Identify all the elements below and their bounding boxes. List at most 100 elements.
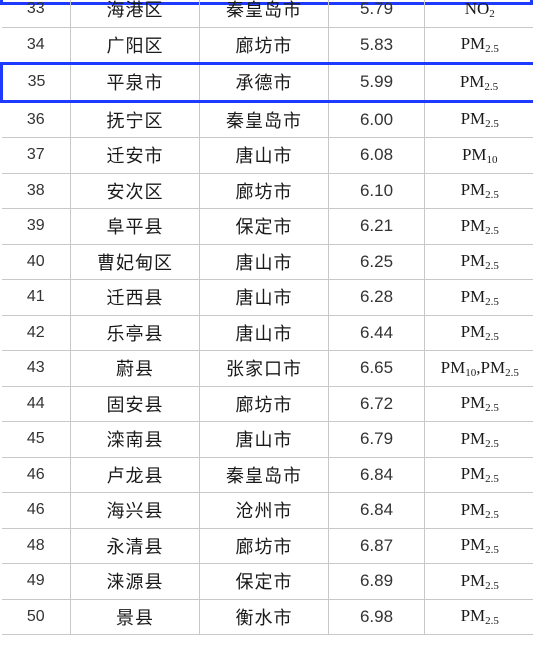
county-cell: 固安县 [70, 385, 200, 422]
city-cell: 唐山市 [199, 279, 329, 316]
index-value-cell: 6.10 [328, 172, 425, 209]
pollutant-subscript: 2.5 [485, 579, 499, 592]
rank-cell: 46 [1, 456, 71, 493]
index-value-cell: 6.00 [328, 100, 425, 138]
county-cell: 永清县 [70, 527, 200, 564]
primary-pollutant-cell: PM2.5 [424, 421, 533, 458]
county-cell: 曹妃甸区 [70, 243, 200, 280]
pollutant-name: PM [459, 71, 485, 91]
city-cell: 廊坊市 [199, 172, 329, 209]
primary-pollutant-cell: PM2.5 [424, 26, 533, 64]
index-value-cell: 6.21 [328, 208, 425, 245]
rank-cell: 34 [1, 26, 71, 64]
primary-pollutant-cell: PM2.5 [424, 314, 533, 351]
primary-pollutant-cell: PM2.5 [424, 279, 533, 316]
index-value-cell: 6.08 [328, 137, 425, 174]
table-row: 48 永清县 廊坊市 6.87 PM2.5 [1, 527, 533, 564]
rank-cell: 35 [0, 62, 71, 103]
county-cell: 迁安市 [70, 137, 200, 174]
county-cell: 安次区 [70, 172, 200, 209]
primary-pollutant-cell: PM2.5 [424, 492, 533, 529]
table-row: 35 平泉市 承德市 5.99 PM2.5 [0, 62, 533, 103]
primary-pollutant-cell: PM2.5 [424, 598, 533, 635]
county-cell: 涞源县 [70, 563, 200, 600]
primary-pollutant-cell: PM2.5 [424, 527, 533, 564]
table-row: 40 曹妃甸区 唐山市 6.25 PM2.5 [1, 243, 533, 280]
pollutant-name: PM [460, 606, 486, 626]
city-cell: 唐山市 [199, 314, 329, 351]
pollutant-name: PM [460, 322, 486, 342]
city-cell: 秦皇岛市 [199, 100, 329, 138]
index-value-cell: 6.87 [328, 527, 425, 564]
table-row: 33 海港区 秦皇岛市 5.79 NO2 [1, 0, 533, 28]
pollutant-subscript: 2.5 [485, 118, 499, 131]
rank-cell: 44 [1, 385, 71, 422]
index-value-cell: 5.99 [328, 62, 425, 103]
table-row: 37 迁安市 唐山市 6.08 PM10 [1, 137, 533, 174]
pollutant-subscript: 2.5 [505, 366, 519, 379]
pollutant-name: PM [460, 570, 486, 590]
rank-cell: 43 [1, 350, 71, 387]
county-cell: 广阳区 [70, 26, 200, 64]
county-cell: 乐亭县 [70, 314, 200, 351]
table-row: 34 广阳区 廊坊市 5.83 PM2.5 [1, 26, 533, 64]
primary-pollutant-cell: PM10,PM2.5 [424, 350, 533, 387]
index-value-cell: 6.84 [328, 492, 425, 529]
rank-cell: 38 [1, 172, 71, 209]
city-cell: 唐山市 [199, 137, 329, 174]
table-row: 38 安次区 廊坊市 6.10 PM2.5 [1, 172, 533, 209]
primary-pollutant-cell: PM2.5 [424, 385, 533, 422]
table-row: 41 迁西县 唐山市 6.28 PM2.5 [1, 279, 533, 316]
pollutant-subscript: 2 [489, 7, 495, 20]
pollutant-subscript: 2.5 [485, 473, 499, 486]
pollutant-subscript: 2.5 [485, 331, 499, 344]
pollutant-subscript: 2.5 [484, 80, 499, 93]
pollutant-subscript: 2.5 [485, 43, 499, 56]
table-row: 43 蔚县 张家口市 6.65 PM10,PM2.5 [1, 350, 533, 387]
table-row: 46 卢龙县 秦皇岛市 6.84 PM2.5 [1, 456, 533, 493]
rank-cell: 37 [1, 137, 71, 174]
pollutant-subscript: 2.5 [485, 437, 499, 450]
pollutant-name: PM [460, 499, 486, 519]
city-cell: 唐山市 [199, 421, 329, 458]
pollutant-subscript: 2.5 [485, 508, 499, 521]
pollutant-name: PM [461, 144, 487, 164]
table-row: 49 涞源县 保定市 6.89 PM2.5 [1, 563, 533, 600]
city-cell: 秦皇岛市 [199, 0, 329, 28]
pollutant-subscript: 2.5 [485, 402, 499, 415]
rank-cell: 45 [1, 421, 71, 458]
table-row: 45 滦南县 唐山市 6.79 PM2.5 [1, 421, 533, 458]
index-value-cell: 6.84 [328, 456, 425, 493]
rank-cell: 48 [1, 527, 71, 564]
index-value-cell: 6.44 [328, 314, 425, 351]
rank-cell: 36 [1, 100, 71, 138]
pollutant-name: PM [460, 180, 486, 200]
rank-cell: 46 [1, 492, 71, 529]
county-cell: 蔚县 [70, 350, 200, 387]
index-value-cell: 6.25 [328, 243, 425, 280]
index-value-cell: 6.28 [328, 279, 425, 316]
city-cell: 秦皇岛市 [199, 456, 329, 493]
pollutant-name: NO [464, 0, 490, 18]
index-value-cell: 6.72 [328, 385, 425, 422]
county-cell: 抚宁区 [70, 100, 200, 138]
table-row: 36 抚宁区 秦皇岛市 6.00 PM2.5 [1, 100, 533, 138]
pollutant-subscript: 10 [465, 366, 477, 379]
pollutant-name: PM [460, 286, 486, 306]
table-row: 44 固安县 廊坊市 6.72 PM2.5 [1, 385, 533, 422]
county-cell: 景县 [70, 598, 200, 635]
pollutant-name: PM [460, 464, 486, 484]
primary-pollutant-cell: PM2.5 [424, 62, 533, 103]
pollutant-subscript: 2.5 [485, 189, 499, 202]
pollutant-subscript: 2.5 [485, 260, 499, 273]
pollutant-subscript: 2.5 [485, 224, 499, 237]
rank-cell: 39 [1, 208, 71, 245]
city-cell: 张家口市 [199, 350, 329, 387]
table-row: 46 海兴县 沧州市 6.84 PM2.5 [1, 492, 533, 529]
rank-cell: 42 [1, 314, 71, 351]
city-cell: 承德市 [199, 62, 329, 103]
index-value-cell: 6.79 [328, 421, 425, 458]
index-value-cell: 5.83 [328, 26, 425, 64]
